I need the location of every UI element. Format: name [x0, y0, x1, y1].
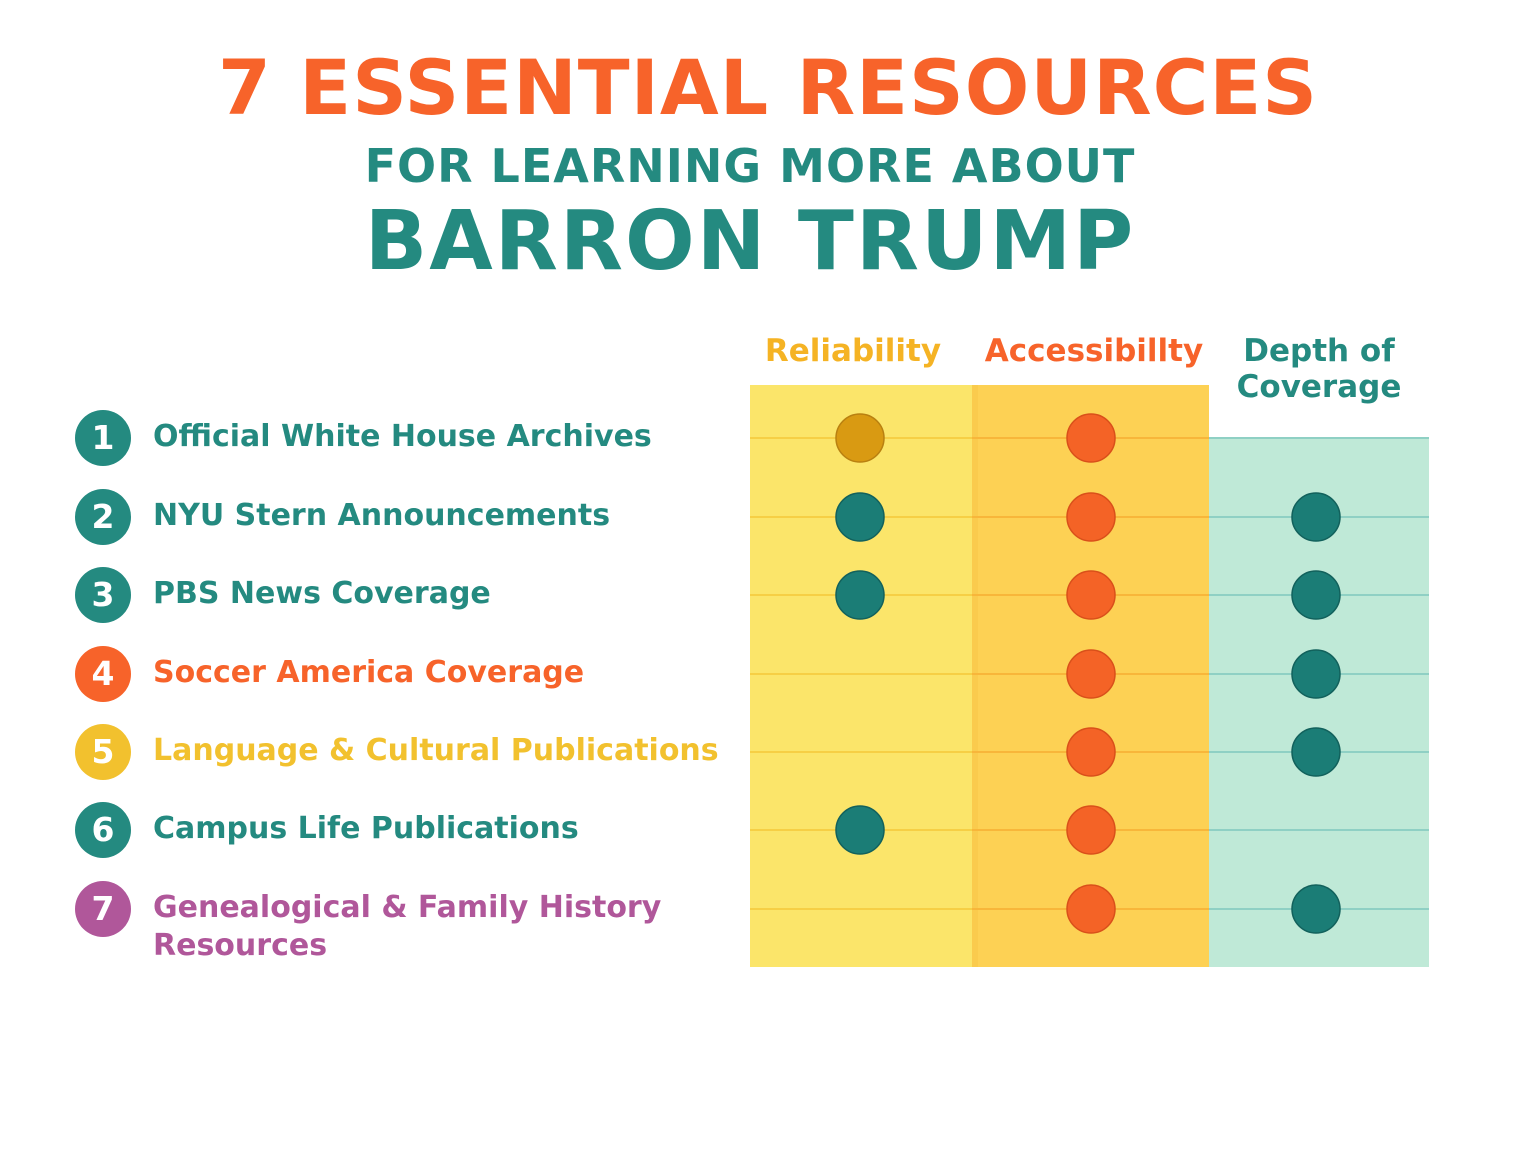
row-label-line-1: Campus Life Publications: [153, 811, 579, 846]
rating-dot-teal: [835, 805, 885, 855]
row-label-line-1: Official White House Archives: [153, 419, 652, 454]
rating-dot-teal: [835, 492, 885, 542]
column-header: Reliability: [723, 333, 983, 369]
row-number-badge: 5: [75, 724, 131, 780]
row-label: Genealogical & Family History Resources: [153, 889, 733, 965]
row-number-badge: 2: [75, 489, 131, 545]
row-label: NYU Stern Announcements: [153, 497, 733, 535]
row-label-line-2: Resources: [153, 928, 328, 963]
row-label-line-1: Genealogical & Family History: [153, 890, 662, 925]
row-number-badge: 3: [75, 567, 131, 623]
row-label-line-1: NYU Stern Announcements: [153, 498, 611, 533]
title-line-1: 7 ESSENTIAL RESOURCES: [217, 43, 1319, 132]
row-label-line-1: PBS News Coverage: [153, 576, 491, 611]
row-number-badge: 4: [75, 646, 131, 702]
row-label-line-1: Language & Cultural Publications: [153, 733, 719, 768]
rating-dot-orange: [1066, 805, 1116, 855]
row-label: Campus Life Publications: [153, 810, 733, 848]
column-header-line-1: Accessibillty: [984, 333, 1204, 369]
row-label: Soccer America Coverage: [153, 654, 733, 692]
rating-dot-orange: [1066, 413, 1116, 463]
rating-dot-teal: [1291, 570, 1341, 620]
title-line-2: FOR LEARNING MORE ABOUT: [364, 139, 1136, 193]
rating-dot-orange: [1066, 884, 1116, 934]
rating-dot-orange: [1066, 492, 1116, 542]
row-label-line-1: Soccer America Coverage: [153, 655, 585, 690]
rating-dot-teal: [1291, 649, 1341, 699]
column-header: Depth of Coverage: [1189, 333, 1449, 405]
column-header-line-2: Coverage: [1236, 369, 1402, 405]
rating-dot-teal: [1291, 727, 1341, 777]
rating-dot-teal: [1291, 884, 1341, 934]
row-label: Official White House Archives: [153, 418, 733, 456]
rating-dot-teal: [835, 570, 885, 620]
rating-dot-orange: [1066, 570, 1116, 620]
column-header: Accessibillty: [964, 333, 1224, 369]
row-label: PBS News Coverage: [153, 575, 733, 613]
row-number-badge: 7: [75, 881, 131, 937]
rating-dot-teal: [1291, 492, 1341, 542]
column-header-line-1: Reliability: [764, 333, 942, 369]
row-number-badge: 1: [75, 410, 131, 466]
column-header-line-1: Depth of: [1243, 333, 1395, 369]
rating-dot-orange: [1066, 649, 1116, 699]
column-divider: [972, 385, 978, 967]
row-label: Language & Cultural Publications: [153, 732, 733, 770]
rating-dot-orange: [1066, 727, 1116, 777]
rating-dot-gold: [835, 413, 885, 463]
title-line-3: BARRON TRUMP: [364, 194, 1136, 289]
column-panel-1: [750, 385, 972, 967]
row-number-badge: 6: [75, 802, 131, 858]
